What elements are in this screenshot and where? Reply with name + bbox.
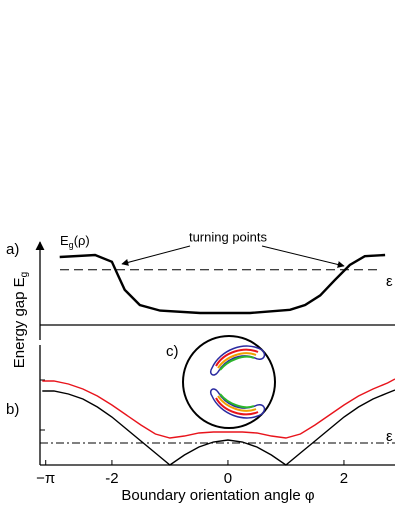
inset-contour [219,393,255,409]
data-line [59,253,386,315]
label-part: (ρ) [74,233,90,248]
label-part: E [60,233,69,248]
x-tick-label: 0 [224,470,232,487]
label-part: g [19,272,30,278]
inset-contour [219,355,255,371]
annotation: turning points [189,229,268,244]
level-label: ε [386,273,393,290]
inset-contour [217,395,257,412]
curve-label: Eg(ρ) [60,233,90,250]
x-tick-label: -2 [105,470,118,487]
inset: c) [166,335,276,429]
panel-label: b) [6,401,19,418]
inset-contour [217,352,257,369]
data-line [42,378,395,439]
x-tick-label: −π [36,470,55,487]
y-axis-label: Energy gap Eg [11,272,30,368]
data-line [42,389,395,466]
level-label: ε [386,428,393,445]
label-part: Energy gap E [11,277,28,368]
inset-contour [209,388,266,419]
inset-circle [182,335,276,429]
arrow [261,245,345,268]
inset-contour [215,397,259,416]
inset-label: c) [166,343,179,360]
arrow [121,245,191,266]
inset-contour [209,345,266,376]
x-axis-label: Boundary orientation angle φ [121,487,314,504]
inset-contour [215,348,259,367]
label-part: g [69,240,74,250]
panel-label: a) [6,241,19,258]
x-tick-label: 2 [340,470,348,487]
